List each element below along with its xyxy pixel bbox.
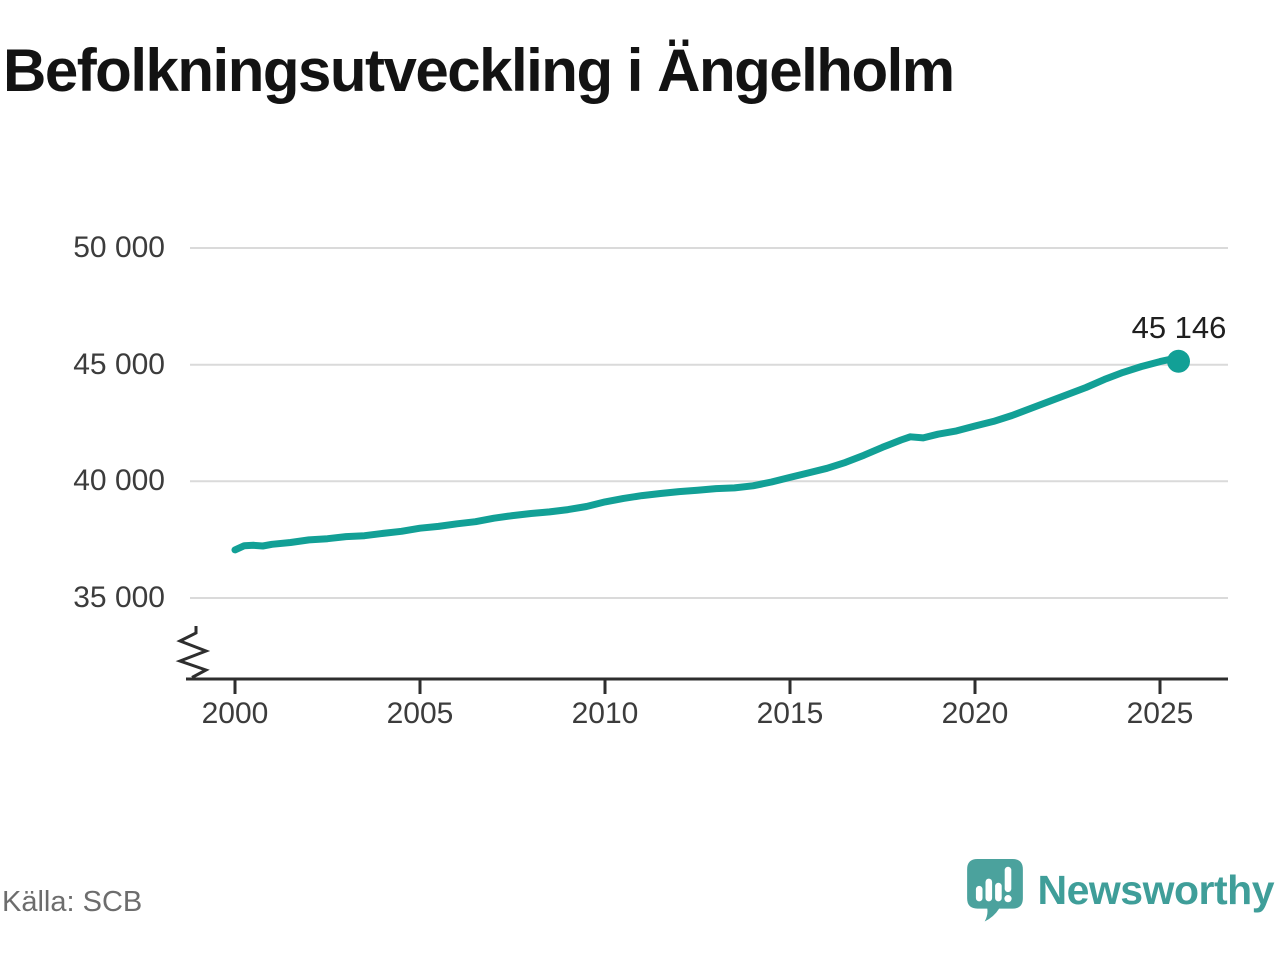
y-axis-label: 45 000 <box>73 348 165 381</box>
y-axis-label: 40 000 <box>73 464 165 497</box>
x-axis-label: 2025 <box>1126 697 1194 730</box>
end-point-marker <box>1167 349 1190 373</box>
source-note: Källa: SCB <box>2 886 143 918</box>
y-axis-label: 35 000 <box>73 581 165 614</box>
x-axis-label: 2010 <box>571 697 639 730</box>
chart-title: Befolkningsutveckling i Ängelholm <box>3 37 955 104</box>
newsworthy-wordmark: Newsworthy <box>1037 866 1275 913</box>
population-line <box>231 356 1182 554</box>
x-axis-label: 2020 <box>941 697 1009 730</box>
x-axis-label: 2005 <box>386 697 454 730</box>
x-axis-label: 2000 <box>201 697 269 730</box>
y-axis-label: 50 000 <box>73 231 165 264</box>
newsworthy-logo: Newsworthy <box>965 858 1275 922</box>
newsworthy-bubble-chart-icon <box>966 859 1023 922</box>
end-value-label: 45 146 <box>1131 310 1227 345</box>
x-axis-label: 2015 <box>756 697 824 730</box>
y-axis-break <box>175 626 211 679</box>
